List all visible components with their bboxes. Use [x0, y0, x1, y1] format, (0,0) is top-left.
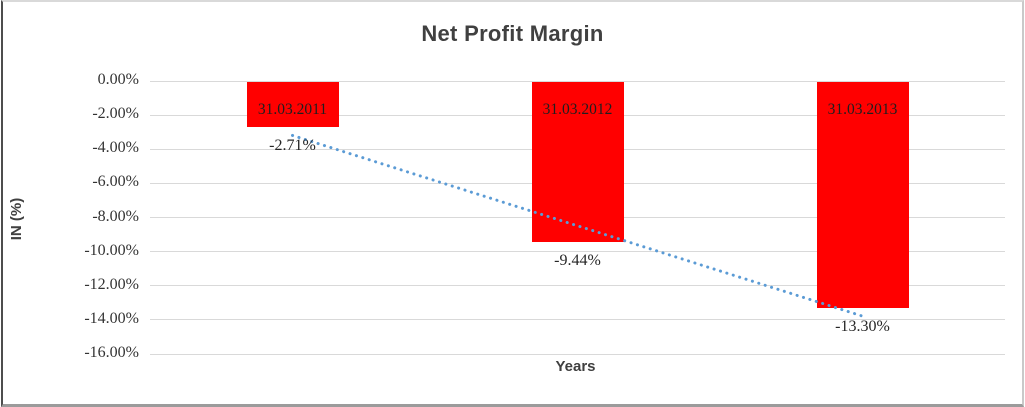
trendline	[291, 133, 864, 318]
y-axis-tick-label: -4.00%	[92, 139, 139, 157]
y-axis-tick-label: -14.00%	[84, 309, 139, 327]
chart-title: Net Profit Margin	[421, 21, 604, 46]
category-label: 31.03.2011	[257, 101, 328, 118]
y-axis-tick-label: -8.00%	[92, 207, 139, 225]
y-axis-tick-label: -6.00%	[92, 173, 139, 191]
y-axis-tick-label: -2.00%	[92, 105, 139, 123]
gridline	[150, 285, 1005, 287]
gridline	[150, 251, 1005, 253]
bar-31.03.2013	[816, 82, 909, 308]
category-label: 31.03.2012	[542, 101, 613, 118]
plot-area: 0.00% -2.00% -4.00% -6.00% -8.00% -10.00% -12.…	[3, 2, 1022, 404]
bar-31.03.2012	[531, 82, 624, 243]
y-axis-tick-label: 0.00%	[97, 71, 139, 88]
y-axis-tick-label: -12.00%	[84, 275, 139, 293]
y-axis-tick-label: -16.00%	[84, 344, 139, 361]
data-label: -13.30%	[835, 317, 890, 335]
category-label: 31.03.2013	[827, 101, 898, 118]
x-axis-title: Years	[555, 358, 596, 375]
data-label: -2.71%	[269, 137, 316, 155]
gridline	[150, 80, 1005, 82]
gridline	[150, 353, 1005, 355]
bar-31.03.2011	[246, 82, 339, 128]
data-label: -9.44%	[554, 252, 601, 270]
gridline	[150, 319, 1005, 321]
y-axis-tick-label: -10.00%	[84, 241, 139, 259]
